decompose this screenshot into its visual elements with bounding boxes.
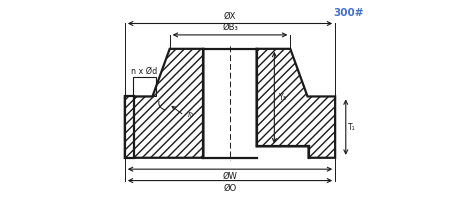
Text: 300#: 300# (333, 8, 364, 18)
Text: ØO: ØO (223, 184, 236, 193)
Text: ØB₃: ØB₃ (222, 23, 237, 32)
Text: Y₃: Y₃ (277, 93, 285, 102)
Polygon shape (124, 49, 203, 158)
Polygon shape (124, 97, 134, 158)
Text: n x Ød: n x Ød (131, 67, 157, 76)
Bar (133, 77, 156, 97)
Text: T₁: T₁ (347, 123, 355, 132)
Polygon shape (256, 49, 335, 158)
Text: r₀: r₀ (188, 110, 194, 119)
Text: ØX: ØX (224, 12, 235, 20)
Text: ØW: ØW (222, 172, 237, 181)
